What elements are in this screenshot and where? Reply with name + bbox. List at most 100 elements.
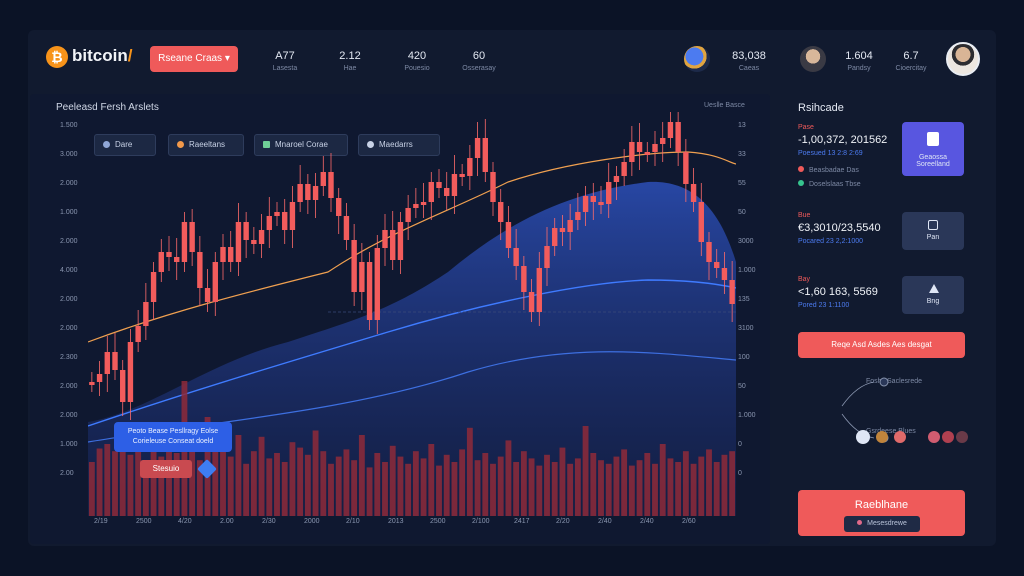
y-tick-label: 3.000 [60,151,78,158]
volume-bar [621,449,628,516]
user-icon [367,141,374,148]
stat-label: Cioercitay [895,65,927,72]
stat-value: A77 [275,50,295,62]
candle-body [282,212,288,230]
volume-bar [274,453,280,516]
y-tick-label: 2.000 [60,296,78,303]
chat-icon [103,141,110,148]
y-tick-label-right: 13 [738,122,746,129]
image-icon [928,220,938,230]
list-item: Doselslaas Tbse [798,180,861,188]
volume-bar [628,465,635,516]
user-avatar[interactable] [946,42,980,76]
brand-logo[interactable]: bitcoin/ [72,46,132,66]
side-title: Rsihcade [798,102,844,114]
app-window: ₿ bitcoin/ Rseane Craas ▾ A77 Lasesta 2.… [28,30,996,546]
y-tick-label: 2.00 [60,470,74,477]
header-stat: 1.604 Pandsy [836,50,882,72]
candle-body [567,220,573,232]
volume-bar [235,435,242,516]
volume-bar [258,436,265,516]
primary-action-button[interactable]: Geaossa Soreelland [902,122,964,176]
bell-icon [929,284,939,293]
badge-node-icon[interactable] [956,431,968,443]
volume-bar [405,463,412,516]
candle-body [451,174,458,196]
y-tick-label-right: 50 [738,383,746,390]
volume-bar [482,453,489,516]
volume-bar [559,447,566,516]
volume-bar [281,462,288,516]
candle-body [120,370,126,402]
candle-body [305,184,311,200]
y-tick-label-right: 135 [738,296,750,303]
candle-body [436,182,442,188]
candle-body [320,172,326,186]
candle-body [220,247,226,262]
action-button[interactable]: Reqe Asd Asdes Aes desgat [798,332,965,358]
candle-body [690,184,697,202]
y-tick-label-right: 3000 [738,238,754,245]
volume-bar [227,456,234,516]
candle-body [150,272,157,302]
profile-small-icon[interactable] [800,46,826,72]
chart-tooltip: Peoto Bease Pesllragy Eolse Corieleuse C… [114,422,232,452]
y-tick-label-right: 33 [738,151,746,158]
chat-node-icon[interactable] [856,430,870,444]
badge-node-icon[interactable] [942,431,954,443]
candle-body [212,262,218,302]
volume-bar [243,463,250,516]
stat-value: 83,038 [732,50,766,62]
candle-body [729,280,735,304]
candle-body [89,382,95,385]
tooltip-line: Peoto Bease Pesllragy Eolse [127,428,219,435]
candle-body [189,222,195,252]
market-dropdown-button[interactable]: Rseane Craas ▾ [150,46,238,72]
candle-body [675,122,681,152]
box-icon [927,132,939,146]
x-tick-label: 2/40 [598,518,612,525]
secondary-button[interactable]: Bng [902,276,964,314]
x-tick-label: 2/20 [556,518,570,525]
volume-bar [142,466,149,516]
candle-body [112,352,118,370]
tab-mnaroel[interactable]: Mnaroel Corae [254,134,348,156]
candle-body [559,228,566,232]
stat-label: Pandsy [847,65,871,72]
badge-node-icon[interactable] [894,431,906,443]
header-stat: 60 Osserasay [454,50,504,72]
candle-body [644,152,650,155]
price-chart[interactable] [88,112,736,516]
badge-node-icon[interactable] [928,431,940,443]
candle-body [235,222,242,262]
volume-bar [690,463,697,516]
footer-tag[interactable]: Mesesdrewe [844,516,920,532]
stat-label: Caeas [738,65,760,72]
volume-bar [196,460,203,516]
volume-bar [667,458,674,516]
volume-bar [328,463,334,516]
tab-raeeltans[interactable]: Raeeltans [168,134,244,156]
volume-bar [659,444,666,516]
x-tick-label: 2/30 [262,518,276,525]
volume-bar [335,456,342,516]
coin-node-icon[interactable] [876,431,888,443]
stat-value: 420 [407,50,427,62]
volume-bar [266,458,273,516]
candle-body [667,122,674,138]
volume-bar [598,460,604,516]
volume-bar [88,462,95,516]
secondary-button[interactable]: Pan [902,212,964,250]
y-tick-label: 1.000 [60,209,78,216]
candle-body [683,152,689,184]
tab-dare[interactable]: Dare [94,134,156,156]
candle-body [312,186,319,200]
flag-icon [263,141,270,148]
wallet-icon[interactable] [684,46,710,72]
candle-body [166,252,172,257]
status-tag[interactable]: Stesuio [140,460,192,478]
candle-body [96,374,103,382]
block-value: <1,60 163, 5569 [798,286,878,298]
tag-dot-icon [857,520,863,525]
tab-maedarrs[interactable]: Maedarrs [358,134,440,156]
